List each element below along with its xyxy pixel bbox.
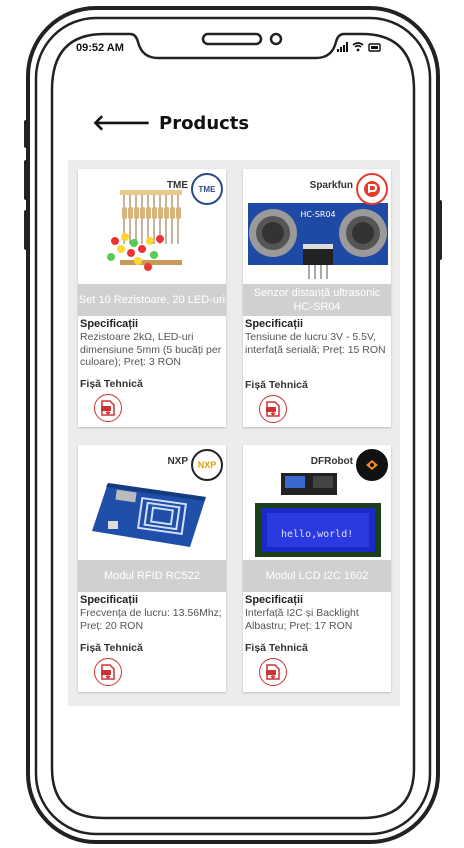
status-time: 09:52 AM xyxy=(76,42,124,54)
product-image: TME TME xyxy=(78,169,226,284)
brand-label: DFRobot xyxy=(310,456,353,467)
signal-wifi-battery-icon xyxy=(337,42,381,52)
pdf-icon[interactable] xyxy=(259,395,287,423)
brand-label: TME xyxy=(166,180,188,191)
header: 🡐 Products xyxy=(92,110,250,136)
product-name: Modul LCD I2C 1602 xyxy=(243,560,391,592)
product-name: Senzor distanță ultrasonic HC-SR04 xyxy=(243,284,391,316)
pdf-icon[interactable] xyxy=(259,658,287,686)
arrow-left-icon[interactable]: 🡐 xyxy=(92,110,151,136)
product-card[interactable]: TME TME Set 10 Rezistoare, 20 LED-uri Sp… xyxy=(78,169,226,427)
nxp-logo-icon: NXP xyxy=(191,449,223,481)
product-name: Set 10 Rezistoare, 20 LED-uri xyxy=(78,284,226,316)
lcd-text: hello,world! xyxy=(281,529,353,540)
page-title: Products xyxy=(159,113,250,134)
product-image: NXP NXP xyxy=(78,445,226,560)
dfrobot-logo-icon xyxy=(356,449,388,481)
product-grid: TME TME Set 10 Rezistoare, 20 LED-uri Sp… xyxy=(68,160,400,706)
datasheet-label: Fișă Tehnică xyxy=(80,642,143,654)
sensor-label: HC-SR04 xyxy=(300,210,335,219)
spec-text: Frecvența de lucru: 13.56Mhz; Preț: 20 R… xyxy=(80,607,222,632)
spec-heading: Specificații xyxy=(245,594,304,606)
product-image: HC-SR04 Sparkfun xyxy=(243,169,391,284)
brand-label: Sparkfun xyxy=(309,180,353,191)
spec-text: Rezistoare 2kΩ, LED-uri dimensiune 5mm (… xyxy=(80,331,222,368)
datasheet-label: Fișă Tehnică xyxy=(245,642,308,654)
spec-heading: Specificații xyxy=(245,318,304,330)
brand-label: NXP xyxy=(167,456,188,467)
status-icons xyxy=(337,41,385,56)
pdf-icon[interactable] xyxy=(94,658,122,686)
spec-heading: Specificații xyxy=(80,594,139,606)
datasheet-label: Fișă Tehnică xyxy=(245,379,308,391)
spec-text: Tensiune de lucru 3V - 5.5V, interfață s… xyxy=(245,331,386,356)
spec-heading: Specificații xyxy=(80,318,139,330)
sparkfun-logo-icon xyxy=(356,173,388,205)
product-image: hello,world! DFRobot xyxy=(243,445,391,560)
pdf-icon[interactable] xyxy=(94,394,122,422)
product-card[interactable]: HC-SR04 Sparkfun Senzor distanță ultraso… xyxy=(243,169,391,427)
datasheet-label: Fișă Tehnică xyxy=(80,378,143,390)
tme-logo-icon: TME xyxy=(191,173,223,205)
product-card[interactable]: NXP NXP Modul RFID RC522 Specificații Fr… xyxy=(78,445,226,692)
product-card[interactable]: hello,world! DFRobot Modul LCD I2C 1602 … xyxy=(243,445,391,692)
spec-text: Interfață I2C și Backlight Albastru; Pre… xyxy=(245,607,359,632)
product-name: Modul RFID RC522 xyxy=(78,560,226,592)
